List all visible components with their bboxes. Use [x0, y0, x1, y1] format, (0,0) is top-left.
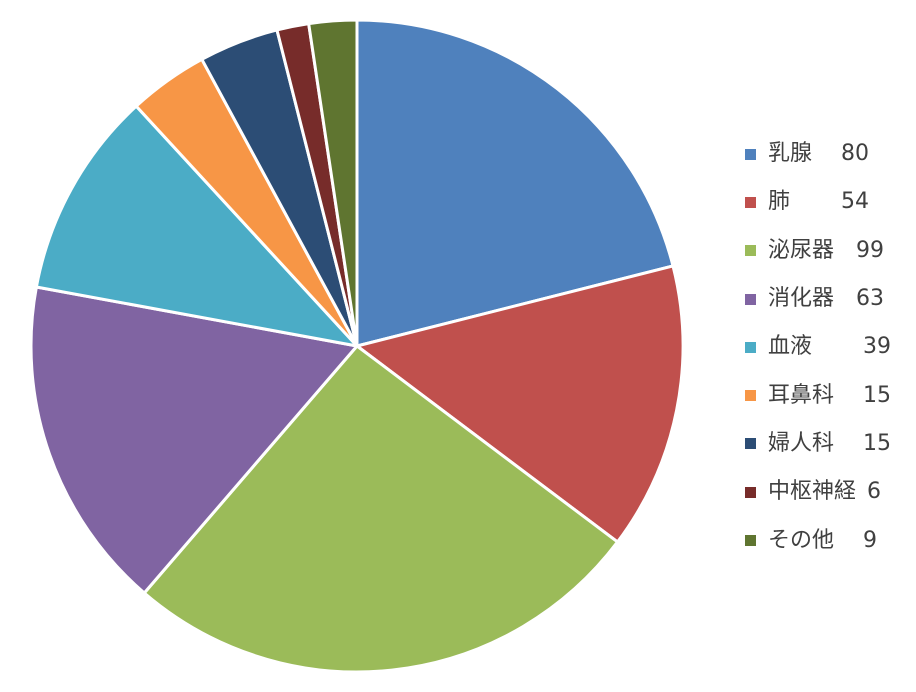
- legend-item: 泌尿器 99: [745, 227, 910, 275]
- legend-item: 血液 39: [745, 323, 910, 371]
- legend-item: 肺 54: [745, 178, 910, 226]
- legend-swatch: [745, 148, 756, 160]
- pie-slice-1: [355, 18, 675, 348]
- legend-item: 中枢神経 6: [745, 468, 910, 516]
- legend-swatch: [745, 535, 756, 547]
- legend-label: 婦人科 15: [768, 430, 891, 456]
- pie-slice-5: [34, 104, 359, 348]
- legend-label: 中枢神経 6: [768, 479, 881, 505]
- legend-swatch: [745, 390, 756, 402]
- legend-label: 耳鼻科 15: [768, 382, 891, 408]
- legend-item: 乳腺 80: [745, 130, 910, 178]
- legend-label: 泌尿器 99: [768, 237, 884, 263]
- legend-label: 消化器 63: [768, 286, 884, 312]
- pie-slice-9: [307, 18, 359, 348]
- legend-label: 血液 39: [768, 334, 891, 360]
- pie-slice-4: [29, 285, 359, 595]
- legend-swatch: [745, 293, 756, 305]
- legend-item: その他 9: [745, 516, 910, 564]
- legend-item: 消化器 63: [745, 275, 910, 323]
- legend-swatch: [745, 341, 756, 353]
- legend-swatch: [745, 196, 756, 208]
- legend-item: 耳鼻科 15: [745, 371, 910, 419]
- chart-legend: 乳腺 80 肺 54 泌尿器 99 消化器 63 血液 39 耳鼻科 15 婦人科 15 中枢…: [745, 130, 910, 565]
- legend-label: 肺 54: [768, 189, 869, 215]
- legend-label: 乳腺 80: [768, 141, 869, 167]
- legend-swatch: [745, 486, 756, 498]
- pie-slice-2: [355, 264, 685, 544]
- legend-swatch: [745, 438, 756, 450]
- legend-item: 婦人科 15: [745, 420, 910, 468]
- legend-label: その他 9: [768, 527, 877, 553]
- legend-swatch: [745, 245, 756, 257]
- pie-slice-3: [142, 344, 620, 674]
